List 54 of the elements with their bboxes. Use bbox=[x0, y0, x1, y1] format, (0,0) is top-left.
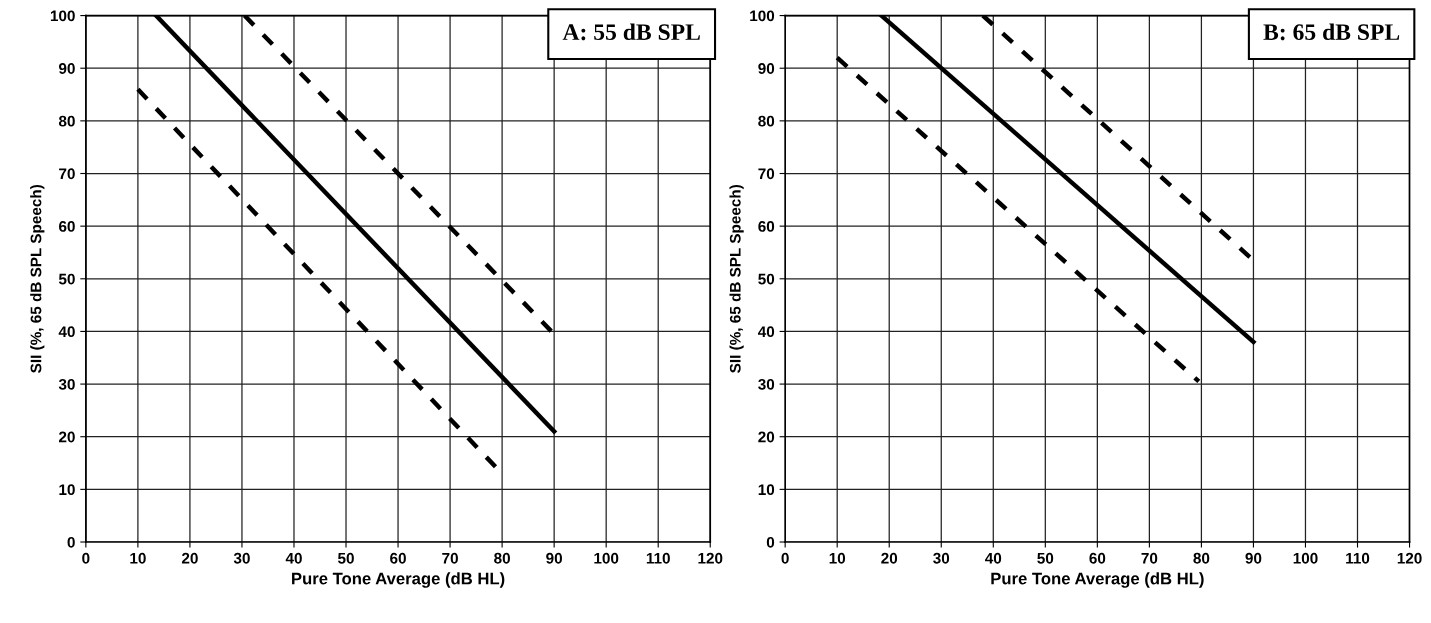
y-tick-label: 70 bbox=[758, 168, 775, 180]
y-tick-label: 100 bbox=[50, 10, 75, 22]
chart-title: B: 65 dB SPL bbox=[1263, 23, 1400, 41]
y-tick-label: 30 bbox=[758, 378, 775, 390]
y-tick-label: 40 bbox=[58, 326, 75, 338]
x-tick-label: 40 bbox=[285, 552, 302, 564]
x-tick-label: 50 bbox=[1037, 552, 1054, 564]
y-tick-label: 90 bbox=[58, 63, 75, 74]
x-tick-label: 70 bbox=[442, 552, 458, 564]
x-tick-label: 20 bbox=[181, 552, 198, 564]
y-tick-label: 100 bbox=[750, 10, 775, 22]
x-tick-label: 30 bbox=[233, 552, 250, 564]
x-tick-label: 20 bbox=[881, 552, 898, 564]
y-tick-label: 50 bbox=[758, 273, 775, 285]
y-tick-label: 20 bbox=[58, 431, 75, 443]
x-tick-label: 110 bbox=[646, 552, 670, 564]
x-tick-label: 80 bbox=[1193, 552, 1210, 564]
y-tick-label: 10 bbox=[758, 484, 775, 496]
x-tick-label: 50 bbox=[337, 552, 354, 564]
x-tick-label: 110 bbox=[1346, 552, 1370, 564]
y-tick-label: 30 bbox=[58, 378, 75, 390]
x-tick-label: 0 bbox=[82, 552, 90, 564]
x-tick-label: 120 bbox=[1397, 552, 1422, 564]
x-tick-label: 10 bbox=[829, 552, 846, 564]
x-tick-label: 90 bbox=[1245, 552, 1262, 564]
y-tick-label: 60 bbox=[59, 221, 75, 232]
x-tick-label: 0 bbox=[781, 552, 789, 564]
x-tick-label: 60 bbox=[390, 552, 406, 564]
y-tick-label: 40 bbox=[757, 326, 775, 338]
x-tick-label: 70 bbox=[1141, 552, 1158, 564]
y-tick-label: 80 bbox=[758, 115, 775, 127]
y-tick-label: 90 bbox=[758, 63, 775, 74]
x-tick-label: 100 bbox=[1293, 552, 1318, 564]
x-tick-label: 40 bbox=[985, 552, 1002, 564]
x-tick-label: 10 bbox=[130, 552, 146, 564]
x-tick-label: 30 bbox=[933, 552, 950, 564]
x-axis-title: Pure Tone Average (dB HL) bbox=[991, 572, 1204, 588]
y-tick-label: 80 bbox=[58, 115, 75, 127]
y-tick-label: 0 bbox=[67, 536, 75, 548]
y-tick-label: 70 bbox=[59, 168, 75, 180]
x-tick-label: 100 bbox=[594, 552, 619, 564]
x-tick-label: 60 bbox=[1089, 552, 1106, 564]
x-axis-title: Pure Tone Average (dB HL) bbox=[292, 572, 505, 588]
y-tick-label: 60 bbox=[758, 221, 775, 232]
x-tick-label: 90 bbox=[546, 552, 563, 564]
chart-title: A: 55 dB SPL bbox=[562, 23, 700, 41]
y-tick-label: 10 bbox=[59, 484, 75, 496]
y-tick-label: 0 bbox=[766, 536, 775, 548]
x-tick-label: 120 bbox=[698, 552, 723, 564]
y-tick-label: 50 bbox=[58, 273, 75, 285]
y-tick-label: 20 bbox=[758, 431, 775, 443]
x-tick-label: 80 bbox=[494, 552, 510, 564]
y-axis-title: SII (%, 65 dB SPL Speech) bbox=[30, 185, 45, 373]
y-axis-title: SII (%, 65 dB SPL Speech) bbox=[729, 185, 744, 373]
